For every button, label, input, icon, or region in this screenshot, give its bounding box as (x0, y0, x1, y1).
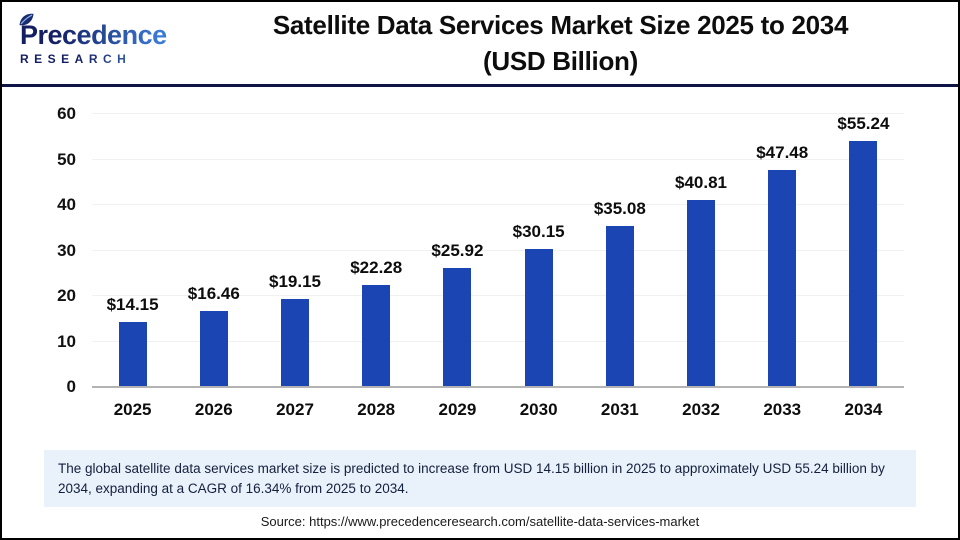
gridline (92, 295, 904, 296)
bar-2027 (281, 298, 309, 386)
bar-value-label: $25.92 (431, 241, 484, 261)
bar-chart: $14.15 $16.46 $19.15 $22.28 $25.92 $30.15 $35.… (2, 87, 958, 442)
summary-text: The global satellite data services marke… (44, 450, 916, 508)
y-tick-label: 40 (57, 195, 76, 214)
bar-2029 (443, 268, 472, 386)
title-line-2: (USD Billion) (483, 46, 638, 76)
bar-2031 (605, 226, 634, 386)
bar-slot-2032: $40.81 (660, 114, 741, 386)
bar-value-label: $47.48 (756, 142, 809, 162)
y-tick-label: 60 (57, 104, 76, 123)
x-tick-label: 2027 (276, 400, 314, 419)
y-tick-label: 10 (57, 331, 76, 351)
bar-2025 (118, 321, 147, 386)
x-tick-label: 2028 (357, 400, 396, 419)
bar-slot-2033: $47.48 (742, 114, 823, 386)
bar-value-label: $35.08 (593, 199, 646, 219)
y-tick-label: 20 (57, 286, 76, 305)
header: Precedence RESEARCH Satellite Data Servi… (2, 2, 958, 87)
y-tick-label: 0 (66, 377, 76, 396)
logo-subtitle-text: RESEARCH (20, 52, 187, 66)
page-title: Satellite Data Services Market Size 2025… (187, 7, 958, 79)
x-tick-label: 2030 (519, 400, 558, 419)
bar-slot-2027: $19.15 (254, 114, 335, 386)
x-tick-label: 2032 (682, 400, 720, 419)
bar-slot-2025: $14.15 (92, 114, 173, 386)
x-tick-label: 2033 (763, 400, 802, 419)
title-line-1: Satellite Data Services Market Size 2025… (272, 10, 849, 40)
y-tick-label: 50 (57, 149, 76, 169)
bar-value-label: $19.15 (269, 271, 321, 291)
bar-slot-2031: $35.08 (579, 114, 660, 386)
bar-2026 (199, 311, 228, 386)
source-text: Source: https://www.precedenceresearch.c… (260, 514, 700, 530)
bar-slot-2030: $30.15 (498, 114, 579, 386)
x-tick-label: 2034 (844, 400, 883, 419)
gridline (92, 113, 904, 114)
gridline (92, 158, 904, 160)
bar-value-label: $30.15 (512, 221, 565, 241)
bar-2034 (849, 141, 878, 386)
bar-slot-2034: $55.24 (823, 114, 904, 386)
logo-brand-text: Precedence (20, 20, 167, 50)
gridline (92, 340, 904, 342)
leaf-icon (19, 13, 34, 26)
bar-value-label: $16.46 (187, 284, 240, 304)
bar-value-label: $55.24 (837, 114, 890, 133)
bar-slot-2026: $16.46 (173, 114, 254, 386)
y-tick-label: 30 (57, 240, 76, 260)
bar-value-label: $22.28 (350, 257, 403, 277)
bars-row: $14.15 $16.46 $19.15 $22.28 $25.92 $30.15 $35.… (92, 114, 904, 386)
x-tick-label: 2026 (194, 400, 233, 419)
gridline (92, 204, 904, 205)
bar-value-label: $14.15 (106, 294, 159, 314)
x-tick-label: 2025 (113, 400, 152, 419)
bar-2033 (768, 169, 797, 386)
gridline (92, 249, 904, 251)
bar-slot-2029: $25.92 (417, 114, 498, 386)
bar-2032 (687, 200, 716, 386)
bar-2030 (524, 248, 553, 386)
precedence-research-logo: Precedence RESEARCH (2, 13, 187, 66)
logo-wordmark: Precedence (19, 13, 167, 51)
x-axis-line (92, 386, 904, 388)
bar-2028 (362, 284, 391, 386)
x-axis-labels: 2025 2026 2027 2028 2029 2030 2031 2032 2033 2034 (92, 400, 904, 420)
x-tick-label: 2031 (600, 400, 639, 419)
plot-area: $14.15 $16.46 $19.15 $22.28 $25.92 $30.15 $35.… (57, 104, 904, 396)
bar-value-label: $40.81 (675, 173, 728, 193)
bar-slot-2028: $22.28 (336, 114, 417, 386)
x-tick-label: 2029 (438, 400, 477, 419)
